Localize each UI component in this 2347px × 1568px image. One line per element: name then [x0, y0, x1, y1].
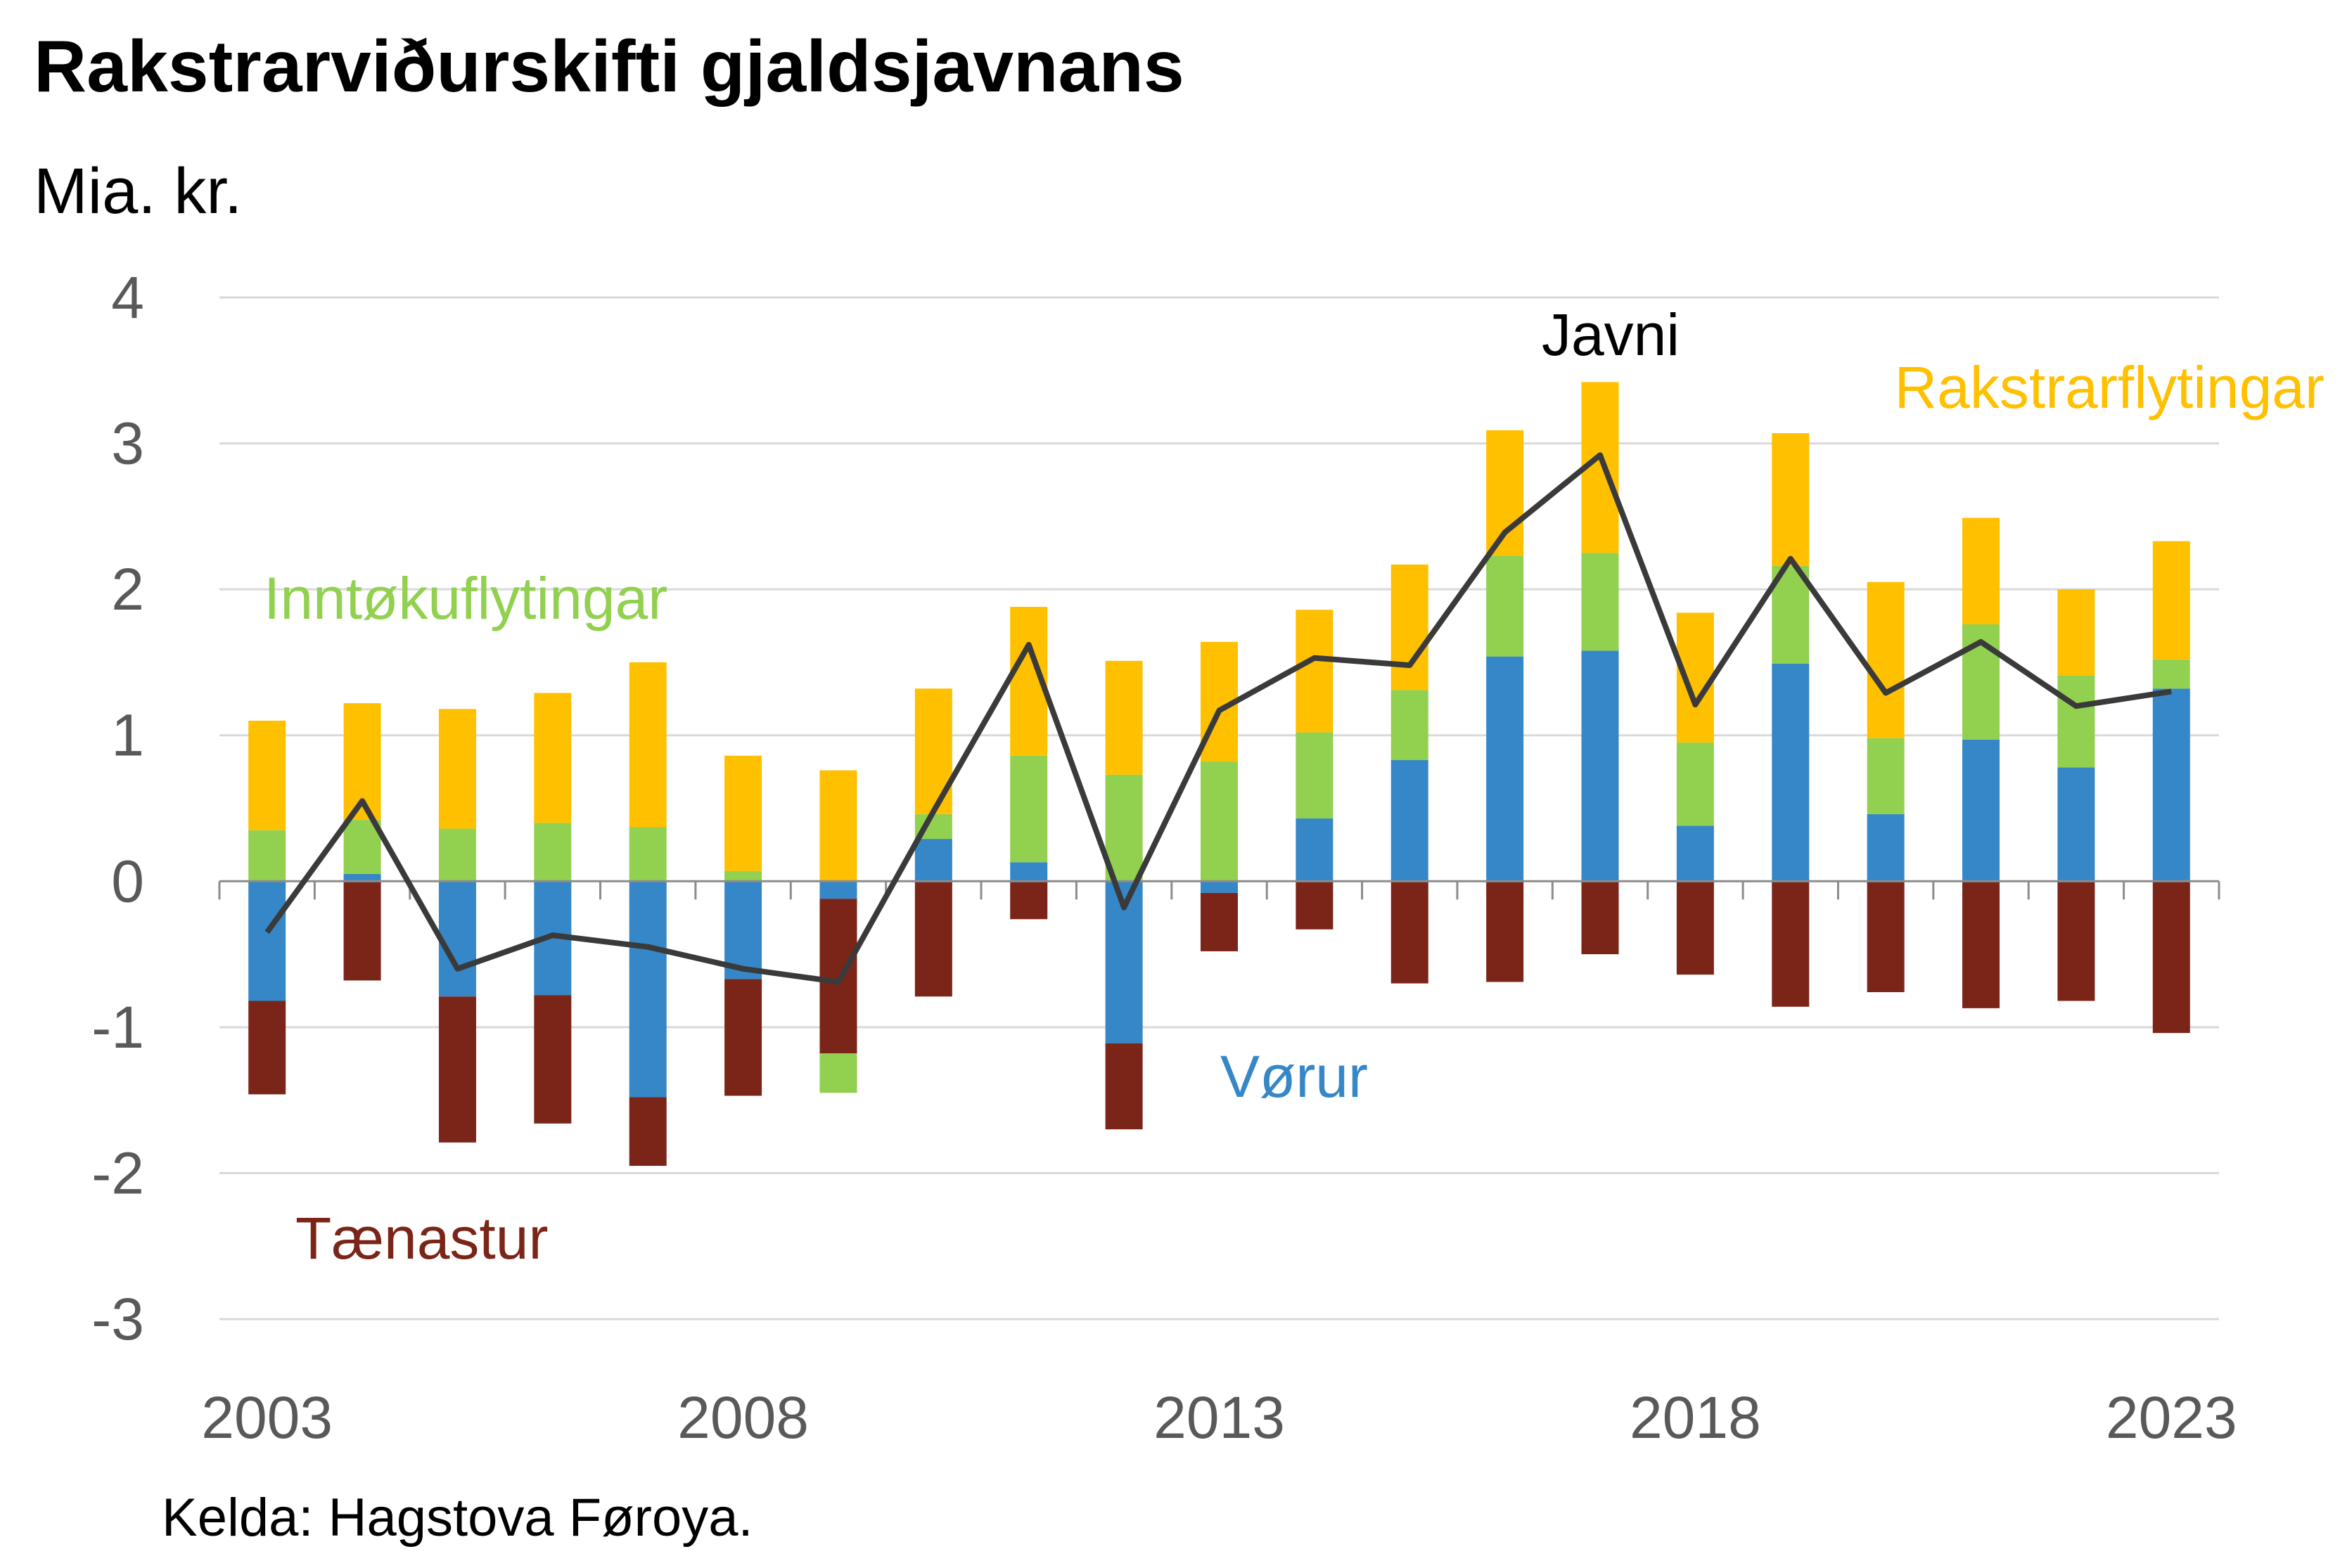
bar-v-rur-2019 [1772, 664, 1810, 882]
bar-v-rur-2018 [1676, 825, 1714, 882]
y-tick-label: 3 [111, 411, 144, 477]
bar-v-rur-2007 [629, 881, 667, 1098]
bar-rakstrarflytingar-2019 [1772, 433, 1810, 566]
bar-t-nastur-2003 [248, 1001, 286, 1095]
bar-innt-kuflytingar-2003 [248, 830, 286, 882]
bar-rakstrarflytingar-2021 [1962, 518, 2000, 624]
bar-innt-kuflytingar-2016 [1486, 555, 1524, 657]
x-tick-label: 2023 [2106, 1384, 2237, 1451]
bar-v-rur-2009 [819, 881, 857, 899]
bar-rakstrarflytingar-2003 [248, 720, 286, 830]
line-javni [264, 452, 2172, 985]
y-tick-label: -1 [91, 994, 144, 1060]
bar-innt-kuflytingar-2022 [2057, 675, 2095, 768]
bar-t-nastur-2022 [2057, 881, 2095, 1001]
bar-t-nastur-2006 [534, 995, 572, 1124]
y-tick-label: 0 [111, 848, 144, 914]
bar-t-nastur-2010 [914, 881, 952, 997]
bar-innt-kuflytingar-2009 [819, 1053, 857, 1093]
bar-v-rur-2015 [1390, 760, 1428, 882]
bar-t-nastur-2004 [343, 881, 381, 981]
bar-rakstrarflytingar-2007 [629, 662, 667, 828]
bar-innt-kuflytingar-2006 [534, 823, 572, 882]
y-tick-label: 2 [111, 556, 144, 622]
bar-v-rur-2011 [1010, 862, 1048, 882]
bar-v-rur-2014 [1296, 818, 1334, 882]
bar-rakstrarflytingar-2012 [1105, 660, 1143, 775]
bar-innt-kuflytingar-2017 [1581, 553, 1619, 651]
bar-v-rur-2021 [1962, 739, 2000, 882]
bar-innt-kuflytingar-2012 [1105, 774, 1143, 882]
bar-innt-kuflytingar-2020 [1867, 738, 1905, 814]
bar-t-nastur-2020 [1867, 881, 1905, 993]
y-axis-unit-label: Mia. kr. [34, 155, 243, 227]
bar-v-rur-2023 [2152, 688, 2190, 882]
bar-t-nastur-2018 [1676, 881, 1714, 975]
bar-rakstrarflytingar-2020 [1867, 581, 1905, 738]
y-tick-label: 4 [111, 264, 144, 330]
y-tick-label: 1 [111, 702, 144, 769]
source-note: Kelda: Hagstova Føroya. [162, 1488, 753, 1548]
bar-v-rur-2003 [248, 881, 286, 1001]
bar-rakstrarflytingar-2005 [438, 709, 476, 829]
bar-innt-kuflytingar-2011 [1010, 755, 1048, 863]
bar-innt-kuflytingar-2007 [629, 827, 667, 882]
bar-v-rur-2004 [343, 873, 381, 882]
bar-t-nastur-2011 [1010, 881, 1048, 920]
bar-t-nastur-2019 [1772, 881, 1810, 1007]
bar-rakstrarflytingar-2006 [534, 693, 572, 823]
bar-v-rur-2008 [724, 881, 762, 979]
bar-t-nastur-2012 [1105, 1043, 1143, 1130]
bar-rakstrarflytingar-2015 [1390, 564, 1428, 690]
bar-innt-kuflytingar-2018 [1676, 743, 1714, 826]
bar-innt-kuflytingar-2013 [1201, 761, 1238, 882]
bar-v-rur-2016 [1486, 656, 1524, 882]
x-tick-label: 2013 [1153, 1384, 1285, 1451]
bar-rakstrarflytingar-2023 [2152, 541, 2190, 660]
y-tick-label: -2 [91, 1140, 144, 1206]
bar-v-rur-2017 [1581, 650, 1619, 882]
x-tick-label: 2018 [1630, 1384, 1761, 1451]
bar-v-rur-2020 [1867, 814, 1905, 882]
bar-rakstrarflytingar-2009 [819, 770, 857, 882]
bar-t-nastur-2017 [1581, 881, 1619, 955]
bar-t-nastur-2007 [629, 1097, 667, 1167]
bar-rakstrarflytingar-2010 [914, 688, 952, 814]
bar-innt-kuflytingar-2005 [438, 828, 476, 882]
y-tick-label: -3 [91, 1286, 144, 1352]
series-label-rakstrarflytingar: Rakstrarflytingar [1894, 354, 2324, 420]
bar-t-nastur-2023 [2152, 881, 2190, 1034]
bar-innt-kuflytingar-2008 [724, 870, 762, 882]
bar-t-nastur-2014 [1296, 881, 1334, 930]
series-label-innt-kuflytingar: Inntøkuflytingar [264, 565, 667, 631]
bar-innt-kuflytingar-2015 [1390, 690, 1428, 761]
bar-innt-kuflytingar-2004 [343, 820, 381, 874]
bar-v-rur-2022 [2057, 767, 2095, 882]
bar-innt-kuflytingar-2023 [2152, 659, 2190, 689]
bar-rakstrarflytingar-2008 [724, 755, 762, 871]
bar-t-nastur-2016 [1486, 881, 1524, 982]
series-label-t-nastur: Tænastur [295, 1205, 548, 1271]
bar-rakstrarflytingar-2022 [2057, 589, 2095, 676]
x-tick-label: 2003 [201, 1384, 333, 1451]
bar-v-rur-2005 [438, 881, 476, 997]
bar-v-rur-2013 [1201, 881, 1238, 893]
bar-t-nastur-2013 [1201, 892, 1238, 951]
series-label-javni: Javni [1542, 302, 1680, 368]
bar-v-rur-2010 [914, 839, 952, 882]
x-tick-label: 2008 [677, 1384, 809, 1451]
bar-t-nastur-2005 [438, 996, 476, 1143]
bar-innt-kuflytingar-2014 [1296, 732, 1334, 819]
series-label-v-rur: Vørur [1220, 1043, 1368, 1110]
bar-rakstrarflytingar-2014 [1296, 610, 1334, 733]
bar-t-nastur-2021 [1962, 881, 2000, 1008]
bar-t-nastur-2015 [1390, 881, 1428, 984]
bar-t-nastur-2009 [819, 899, 857, 1054]
chart-title: Rakstrarviðurskifti gjaldsjavnans [34, 26, 1184, 108]
bar-t-nastur-2008 [724, 979, 762, 1096]
